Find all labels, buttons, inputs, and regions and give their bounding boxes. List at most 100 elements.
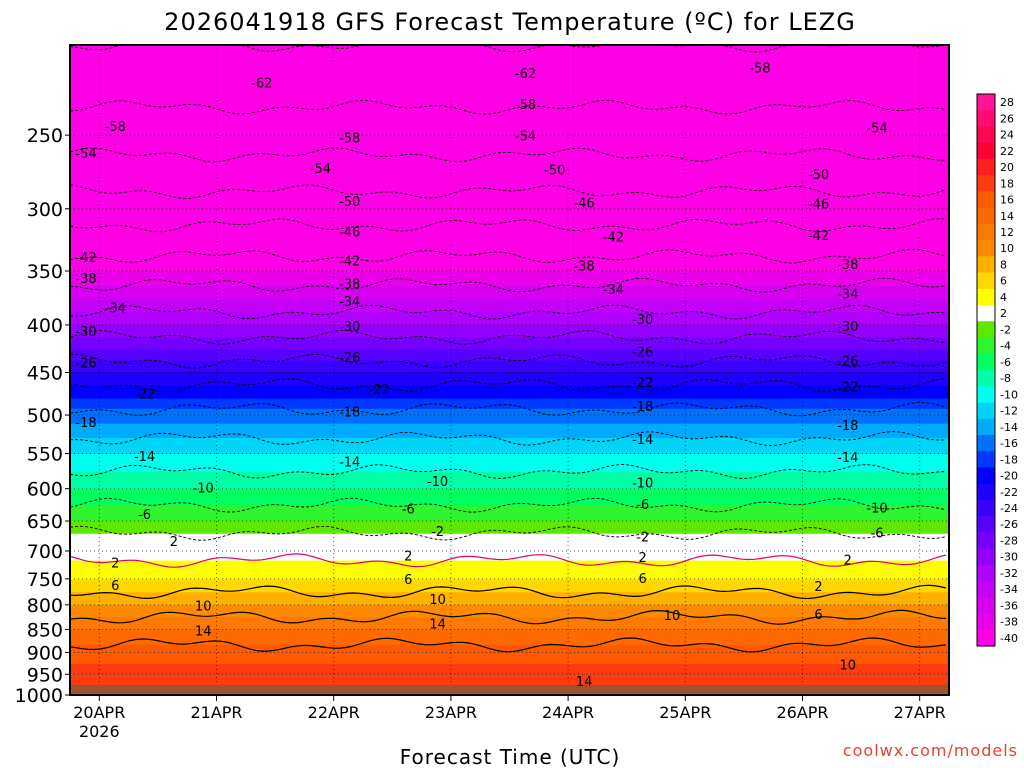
contour-label: -38 xyxy=(339,278,360,293)
colorbar-swatch xyxy=(977,272,995,290)
temperature-band xyxy=(70,678,949,681)
temperature-band xyxy=(70,118,949,125)
temperature-band xyxy=(70,611,949,614)
temperature-band xyxy=(70,250,949,255)
temperature-band xyxy=(70,655,949,658)
colorbar-label: -38 xyxy=(1000,616,1018,629)
temperature-band xyxy=(70,579,949,582)
temperature-band xyxy=(70,449,949,453)
colorbar-label: 18 xyxy=(1000,177,1014,190)
contour-label: -2 xyxy=(636,531,649,546)
y-tick-label: 850 xyxy=(27,619,63,641)
temperature-band xyxy=(70,636,949,639)
temperature-band xyxy=(70,555,949,558)
temperature-band xyxy=(70,557,949,560)
temperature-band xyxy=(70,564,949,567)
temperature-band xyxy=(70,560,949,564)
contour-line xyxy=(70,353,947,369)
contour-line xyxy=(70,464,947,479)
temperature-band xyxy=(70,451,949,455)
contour-label: -10 xyxy=(866,501,887,516)
colorbar-swatch xyxy=(977,126,995,144)
contour-line xyxy=(70,277,947,293)
colorbar-swatch xyxy=(977,629,995,647)
contour-label: 2 xyxy=(170,535,178,550)
contour-line xyxy=(70,525,947,541)
contour-line xyxy=(70,553,947,568)
temperature-band xyxy=(70,91,949,99)
temperature-band xyxy=(70,669,949,672)
contour-label: -6 xyxy=(636,498,649,513)
temperature-band xyxy=(70,158,949,164)
temperature-band xyxy=(70,285,949,290)
contour-label: -22 xyxy=(837,381,858,396)
contour-label: 2 xyxy=(404,550,412,565)
y-tick-label: 450 xyxy=(27,363,63,385)
temperature-band xyxy=(70,380,949,384)
temperature-band xyxy=(70,478,949,482)
contour-label: -26 xyxy=(632,345,653,360)
x-tick-label: 22APR xyxy=(308,703,360,722)
contour-label: -30 xyxy=(837,320,858,335)
plot-frame xyxy=(69,44,950,696)
temperature-band xyxy=(70,621,949,624)
temperature-band xyxy=(70,377,949,381)
y-tick-label: 750 xyxy=(27,569,63,591)
temperature-band xyxy=(70,646,949,649)
temperature-band xyxy=(70,471,949,475)
temperature-band xyxy=(70,395,949,400)
temperature-band xyxy=(70,668,949,671)
temperature-band xyxy=(70,428,949,432)
temperature-band xyxy=(70,544,949,548)
contour-label: -6 xyxy=(871,526,884,541)
contour-line xyxy=(70,218,947,233)
temperature-band xyxy=(70,346,949,350)
x-tick-label: 25APR xyxy=(659,703,711,722)
temperature-band xyxy=(70,647,949,650)
temperature-band xyxy=(70,484,949,488)
contour-label: 6 xyxy=(111,579,119,594)
contour-label: -22 xyxy=(368,383,389,398)
temperature-band xyxy=(70,463,949,466)
temperature-band xyxy=(70,411,949,415)
contour-label: -26 xyxy=(339,351,360,366)
contour-line xyxy=(70,378,947,393)
temperature-band xyxy=(70,189,949,195)
temperature-band xyxy=(70,506,949,510)
colorbar-swatch xyxy=(977,142,995,160)
temperature-band xyxy=(70,623,949,626)
credit-link[interactable]: coolwx.com/models xyxy=(843,741,1018,760)
temperature-band xyxy=(70,572,949,575)
colorbar-label: 2 xyxy=(1000,307,1007,320)
contour-label: -18 xyxy=(75,416,96,431)
colorbar-swatch xyxy=(977,191,995,209)
temperature-band xyxy=(70,630,949,633)
temperature-band xyxy=(70,456,949,460)
temperature-band xyxy=(70,223,949,228)
temperature-band xyxy=(70,349,949,353)
temperature-band xyxy=(70,595,949,598)
contour-label: -42 xyxy=(603,230,624,245)
temperature-band xyxy=(70,618,949,621)
temperature-band xyxy=(70,238,949,244)
temperature-band xyxy=(70,337,949,341)
colorbar-frame xyxy=(976,93,996,647)
temperature-band xyxy=(70,128,949,135)
contour-lines xyxy=(70,45,947,653)
temperature-band xyxy=(70,295,949,300)
temperature-band xyxy=(70,677,949,680)
temperature-band xyxy=(70,537,949,540)
temperature-band xyxy=(70,643,949,646)
temperature-band xyxy=(70,398,949,402)
temperature-band xyxy=(70,666,949,669)
contour-line xyxy=(70,304,947,320)
temperature-band xyxy=(70,567,949,570)
contour-label: 10 xyxy=(429,593,446,608)
contour-label: -26 xyxy=(837,355,858,370)
contour-label: -34 xyxy=(837,288,858,303)
colorbar-swatch xyxy=(977,418,995,436)
colorbar-swatch xyxy=(977,337,995,355)
temperature-band xyxy=(70,302,949,307)
temperature-band xyxy=(70,324,949,329)
temperature-band xyxy=(70,496,949,500)
